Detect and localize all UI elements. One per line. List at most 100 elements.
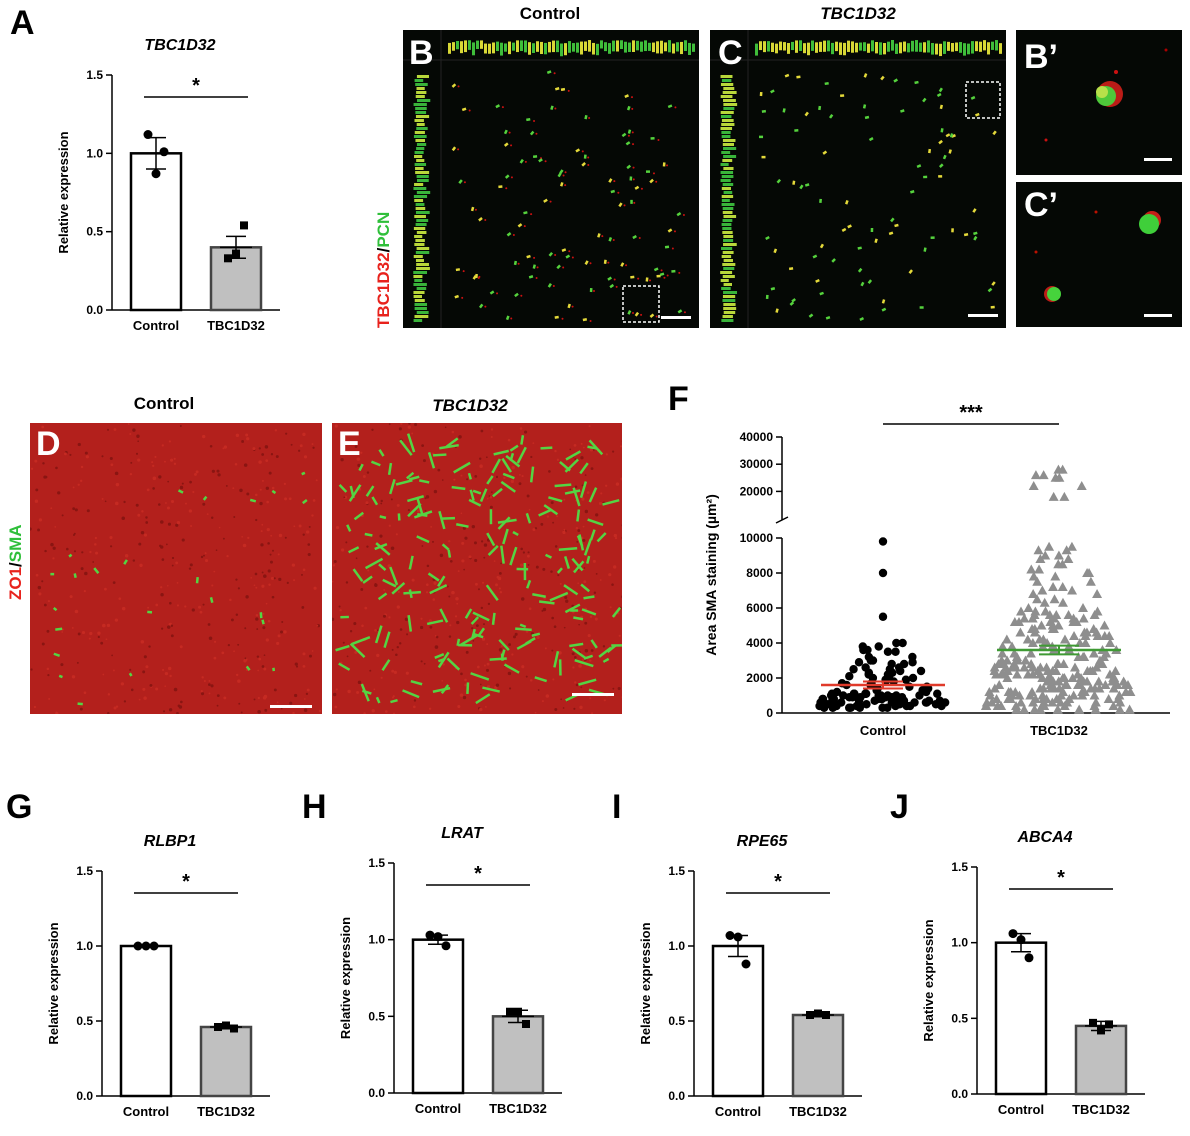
y-tick-label-j: 1.5 — [951, 860, 968, 874]
tissue-speck — [161, 444, 164, 447]
tissue-speck — [216, 469, 220, 473]
tissue-speck — [257, 710, 261, 714]
data-point-f-tbc1d32 — [1010, 662, 1021, 672]
cilium-dot — [581, 162, 586, 167]
tissue-speck — [253, 698, 256, 701]
cilium-dot — [761, 155, 766, 159]
tissue-speck — [526, 494, 530, 498]
red-speck — [655, 180, 658, 183]
sma-fiber — [526, 579, 532, 589]
sma-fiber — [570, 609, 579, 612]
tissue-speck — [482, 623, 486, 626]
tissue-speck — [532, 442, 535, 444]
tissue-speck — [595, 513, 599, 517]
data-point-j — [1016, 935, 1026, 945]
tissue-speck — [181, 482, 184, 485]
tissue-speck — [265, 638, 269, 642]
z-projection-strand — [414, 151, 424, 154]
data-point-i — [725, 931, 735, 940]
sma-fiber — [391, 581, 406, 595]
cilium-dot — [972, 208, 977, 213]
z-projection-strand — [722, 183, 734, 186]
tissue-speck — [599, 579, 602, 581]
tissue-speck — [261, 453, 265, 456]
tissue-speck — [472, 639, 475, 642]
red-speck — [533, 120, 536, 123]
tissue-speck — [562, 530, 566, 535]
tissue-speck — [255, 518, 258, 522]
tissue-speck — [302, 568, 306, 572]
data-point-f-tbc1d32 — [1052, 659, 1063, 668]
sma-fiber — [516, 567, 529, 571]
cilium-dot — [667, 104, 673, 109]
tissue-speck — [241, 535, 243, 538]
z-projection-strand — [721, 135, 731, 138]
z-projection-strand — [416, 159, 425, 162]
tissue-speck — [258, 460, 262, 464]
z-projection-strand — [415, 203, 425, 206]
sma-fiber — [439, 608, 449, 623]
z-projection-strand — [723, 235, 734, 238]
tissue-speck — [407, 508, 410, 512]
tissue-speck — [380, 676, 383, 679]
data-point-f-control — [854, 658, 864, 667]
tissue-speck — [280, 707, 283, 710]
tissue-speck — [493, 560, 496, 562]
tissue-speck — [293, 525, 296, 528]
cilium-dot — [533, 155, 538, 158]
data-point-f-tbc1d32 — [1003, 694, 1014, 703]
tissue-speck — [115, 705, 119, 708]
z-projection-strand — [480, 40, 483, 49]
sma-fiber — [406, 433, 416, 453]
z-projection-strand — [723, 311, 736, 314]
tissue-speck — [47, 674, 50, 677]
z-projection-strand — [414, 303, 428, 306]
sma-fiber — [579, 462, 589, 475]
sma-fiber — [93, 567, 100, 574]
tissue-speck — [546, 515, 550, 518]
z-projection-strand — [596, 43, 599, 56]
data-point-f-control — [901, 675, 911, 684]
data-point-f-control — [937, 701, 946, 711]
sma-fiber — [335, 644, 350, 652]
tissue-speck — [200, 692, 205, 696]
tissue-speck — [244, 657, 247, 660]
tissue-speck — [211, 584, 214, 587]
sma-fiber — [375, 696, 381, 704]
cilium-dot — [498, 185, 503, 189]
tissue-speck — [437, 468, 441, 472]
data-point-f-control — [908, 673, 918, 683]
tissue-speck — [176, 582, 179, 584]
tissue-speck — [594, 617, 598, 621]
sma-fiber — [491, 612, 496, 625]
red-speck — [613, 180, 616, 183]
red-speck — [568, 250, 571, 253]
tissue-speck — [86, 509, 90, 513]
tissue-speck — [620, 477, 622, 481]
data-point-g — [222, 1021, 230, 1030]
category-label-f: TBC1D32 — [1030, 723, 1088, 738]
sma-fiber — [249, 498, 257, 503]
tissue-speck — [273, 688, 277, 692]
tissue-speck — [477, 588, 480, 591]
tissue-speck — [61, 514, 64, 517]
sma-fiber — [611, 606, 622, 618]
z-projection-strand — [720, 95, 733, 98]
red-speck — [536, 266, 539, 269]
tissue-speck — [479, 464, 483, 468]
cilium-dot — [893, 78, 899, 83]
tissue-speck — [553, 625, 557, 629]
tissue-speck — [406, 633, 409, 636]
cilium-dot — [910, 190, 915, 194]
data-point-f-tbc1d32 — [1023, 603, 1034, 612]
data-point-j — [1024, 953, 1034, 963]
z-projection-strand — [415, 95, 425, 98]
tissue-speck — [253, 584, 256, 587]
tissue-speck — [500, 645, 503, 648]
tissue-speck — [380, 502, 383, 505]
red-speck — [682, 213, 685, 216]
z-projection-strand — [723, 267, 735, 270]
tissue-speck — [210, 684, 214, 688]
tissue-speck — [169, 601, 172, 605]
cilium-dot — [548, 251, 554, 257]
